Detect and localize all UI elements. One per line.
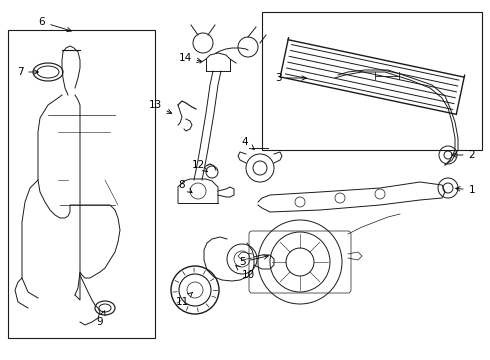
Text: 2: 2 bbox=[452, 150, 475, 160]
Text: 4: 4 bbox=[242, 137, 254, 149]
Text: 1: 1 bbox=[456, 185, 475, 195]
Text: 9: 9 bbox=[97, 311, 105, 327]
Text: 12: 12 bbox=[192, 160, 208, 172]
Bar bbox=[262, 12, 482, 150]
Text: 10: 10 bbox=[236, 266, 255, 280]
Text: 3: 3 bbox=[275, 73, 306, 83]
Text: 8: 8 bbox=[179, 180, 192, 193]
Text: 7: 7 bbox=[17, 67, 38, 77]
Text: 13: 13 bbox=[148, 100, 172, 113]
Bar bbox=[8, 30, 155, 338]
Text: 11: 11 bbox=[175, 292, 193, 307]
Text: 5: 5 bbox=[239, 255, 269, 267]
Text: 6: 6 bbox=[39, 17, 72, 32]
Text: 14: 14 bbox=[178, 53, 201, 63]
